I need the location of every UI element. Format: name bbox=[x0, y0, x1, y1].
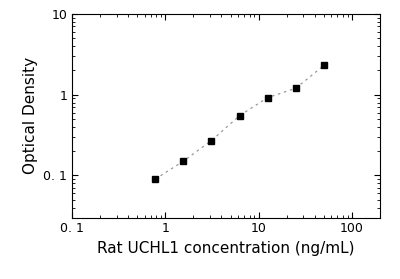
X-axis label: Rat UCHL1 concentration (ng/mL): Rat UCHL1 concentration (ng/mL) bbox=[97, 241, 355, 256]
Y-axis label: Optical Density: Optical Density bbox=[23, 57, 38, 174]
